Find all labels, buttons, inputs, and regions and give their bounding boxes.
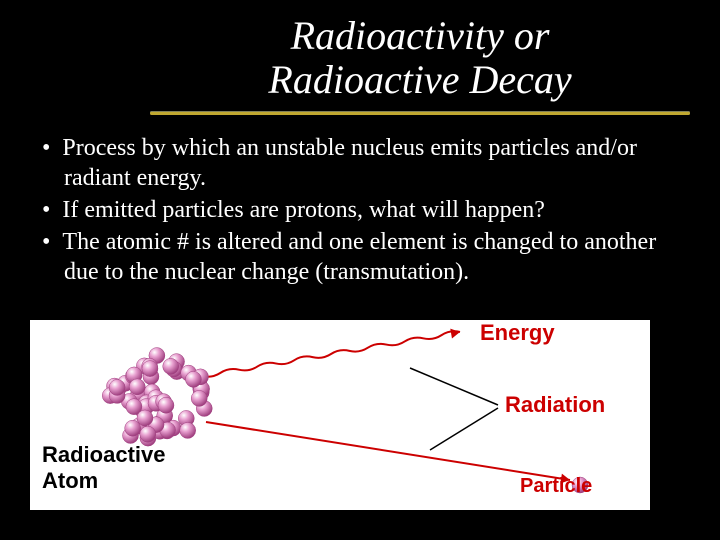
- label-energy: Energy: [480, 320, 555, 346]
- label-particle: Particle: [520, 475, 592, 498]
- bullet-item: The atomic # is altered and one element …: [30, 227, 688, 287]
- title-line-1: Radioactivity or: [291, 13, 550, 58]
- label-radiation: Radiation: [505, 392, 605, 418]
- slide-title: Radioactivity or Radioactive Decay: [0, 0, 720, 108]
- bullet-list: Process by which an unstable nucleus emi…: [0, 115, 720, 287]
- bullet-item: If emitted particles are protons, what w…: [30, 195, 688, 225]
- decay-diagram: Radioactive Atom Energy Radiation Partic…: [30, 320, 650, 510]
- label-radioactive-atom: Radioactive Atom: [42, 442, 166, 494]
- title-line-2: Radioactive Decay: [268, 57, 571, 102]
- bullet-item: Process by which an unstable nucleus emi…: [30, 133, 688, 193]
